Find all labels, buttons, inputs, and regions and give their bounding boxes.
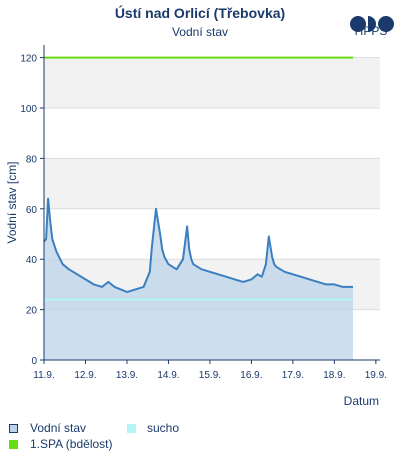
y-tick-label: 0 (31, 356, 37, 367)
chart-subtitle: Vodní stav (171, 25, 229, 39)
legend-swatch-sucho (127, 424, 136, 433)
y-axis-title: Vodní stav [cm] (5, 161, 19, 243)
y-tick-label: 60 (26, 205, 38, 216)
x-tick-label: 15.9. (199, 370, 221, 381)
hpps-logo-icon (350, 16, 394, 32)
x-tick-label: 19.9. (365, 370, 387, 381)
y-tick-label: 100 (20, 104, 37, 115)
water-level-line (43, 197, 353, 293)
x-tick-label: 18.9. (323, 370, 345, 381)
y-tick-label: 40 (26, 255, 38, 266)
x-tick-label: 13.9. (116, 370, 138, 381)
legend-label-vodni-stav: Vodní stav (30, 421, 87, 435)
logo-text: HPPS (354, 24, 388, 38)
legend-label-spa1: 1.SPA (bdělost) (30, 437, 113, 451)
x-tick-label: 14.9. (157, 370, 179, 381)
y-tick-label: 120 (20, 54, 37, 65)
legend-swatch-spa1 (9, 440, 18, 449)
water-level-chart: 0 20 40 60 80 100 120 11.9. 12.9. 13.9. 14.9. 15.9.… (5, 45, 387, 408)
x-axis-title: Datum (344, 394, 379, 408)
y-tick-label: 20 (26, 306, 38, 317)
grid-band (44, 57, 380, 108)
legend-swatch-vodni-stav (9, 424, 18, 433)
x-tick-label: 12.9. (74, 370, 96, 381)
x-tick-label: 11.9. (33, 370, 55, 381)
water-level-area (44, 198, 353, 360)
x-tick-label: 17.9. (282, 370, 304, 381)
x-tick-label: 16.9. (240, 370, 262, 381)
y-tick-label: 80 (26, 154, 38, 165)
grid-band (44, 158, 380, 209)
legend-label-sucho: sucho (147, 421, 180, 435)
chart-title: Ústí nad Orlicí (Třebovka) (114, 5, 286, 21)
